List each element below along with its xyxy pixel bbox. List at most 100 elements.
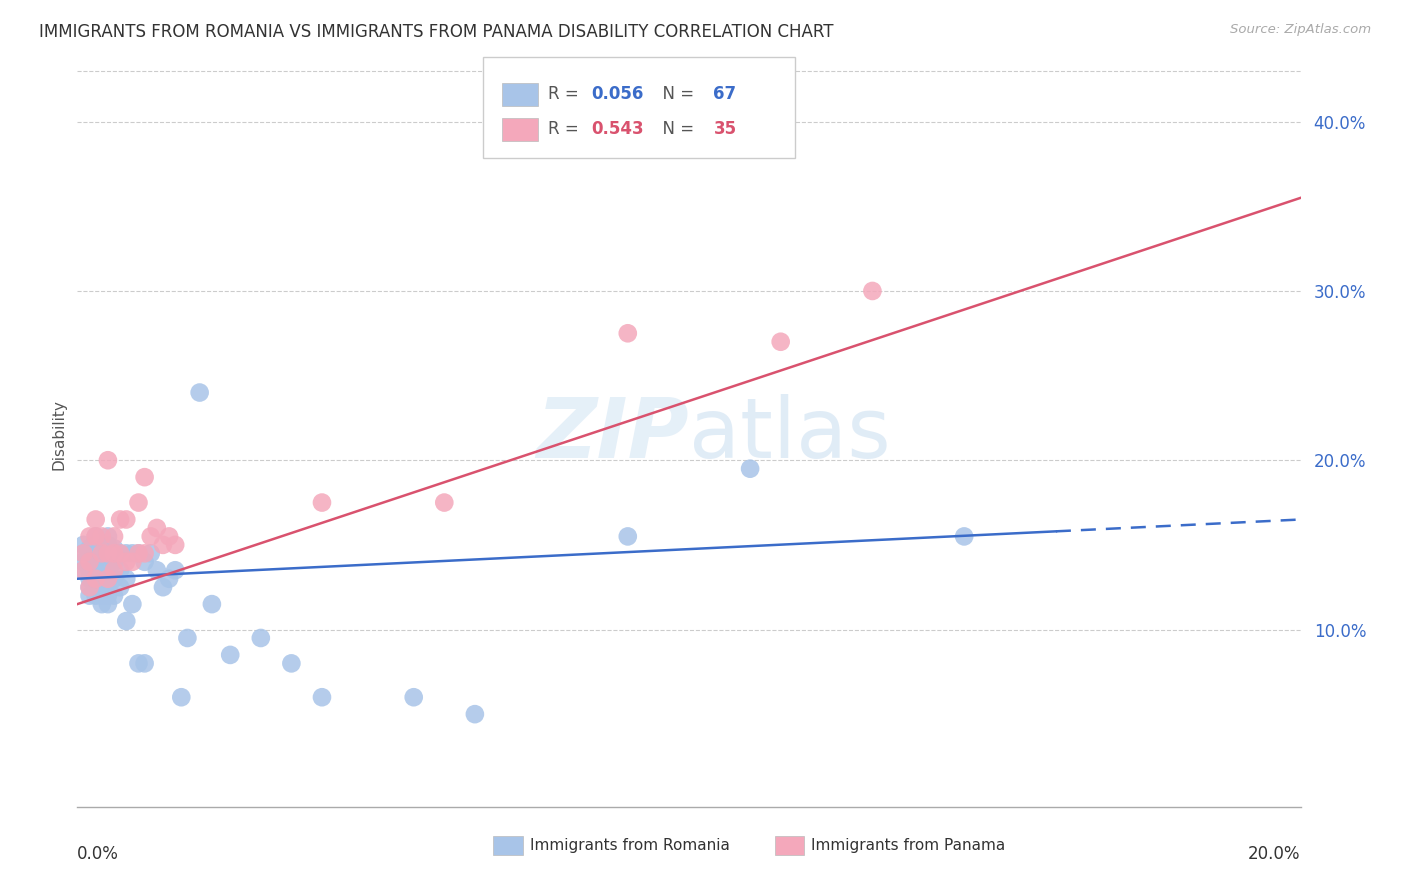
- Point: [139, 546, 162, 560]
- Text: R =: R =: [548, 120, 585, 138]
- Point: [90, 538, 112, 552]
- FancyBboxPatch shape: [502, 83, 538, 106]
- Point: [115, 512, 138, 526]
- Point: [79, 541, 101, 556]
- Point: [127, 495, 149, 509]
- Point: [72, 546, 94, 560]
- FancyBboxPatch shape: [502, 118, 538, 142]
- Point: [108, 546, 131, 560]
- Text: 0.056: 0.056: [591, 86, 644, 103]
- Point: [79, 529, 101, 543]
- Point: [72, 546, 94, 560]
- Point: [127, 546, 149, 560]
- Text: 0.0%: 0.0%: [77, 845, 120, 863]
- Point: [121, 546, 143, 560]
- Point: [617, 326, 640, 341]
- Point: [97, 572, 120, 586]
- Point: [127, 546, 149, 560]
- Point: [84, 529, 107, 543]
- Point: [108, 580, 131, 594]
- Point: [108, 546, 131, 560]
- Point: [433, 495, 456, 509]
- Point: [84, 580, 107, 594]
- Point: [115, 572, 138, 586]
- Point: [84, 538, 107, 552]
- Point: [90, 546, 112, 560]
- Point: [90, 529, 112, 543]
- Point: [146, 521, 169, 535]
- Point: [115, 614, 138, 628]
- Point: [176, 631, 198, 645]
- Point: [97, 597, 120, 611]
- Point: [79, 558, 101, 573]
- Point: [84, 563, 107, 577]
- Point: [79, 572, 101, 586]
- Point: [157, 572, 180, 586]
- Point: [103, 541, 125, 556]
- Text: 67: 67: [713, 86, 737, 103]
- Point: [97, 589, 120, 603]
- Point: [79, 555, 101, 569]
- Point: [108, 512, 131, 526]
- Point: [84, 572, 107, 586]
- Point: [402, 690, 425, 705]
- Point: [103, 589, 125, 603]
- Point: [134, 546, 156, 560]
- Point: [97, 453, 120, 467]
- Point: [617, 529, 640, 543]
- Point: [464, 707, 486, 722]
- Point: [79, 551, 101, 566]
- Point: [72, 538, 94, 552]
- Point: [97, 529, 120, 543]
- Point: [103, 555, 125, 569]
- Point: [165, 563, 187, 577]
- Point: [72, 563, 94, 577]
- Point: [84, 546, 107, 560]
- Point: [103, 546, 125, 560]
- Point: [79, 563, 101, 577]
- Text: N =: N =: [652, 120, 700, 138]
- Text: Immigrants from Panama: Immigrants from Panama: [811, 838, 1005, 853]
- Point: [103, 572, 125, 586]
- Point: [90, 572, 112, 586]
- Text: atlas: atlas: [689, 394, 890, 475]
- Point: [188, 385, 211, 400]
- Point: [953, 529, 976, 543]
- Point: [862, 284, 884, 298]
- Point: [84, 555, 107, 569]
- Point: [127, 657, 149, 671]
- Point: [84, 572, 107, 586]
- Point: [97, 558, 120, 573]
- Point: [311, 690, 333, 705]
- FancyBboxPatch shape: [494, 836, 523, 855]
- Point: [146, 563, 169, 577]
- Point: [219, 648, 242, 662]
- Text: Immigrants from Romania: Immigrants from Romania: [530, 838, 730, 853]
- Text: 0.543: 0.543: [591, 120, 644, 138]
- Text: IMMIGRANTS FROM ROMANIA VS IMMIGRANTS FROM PANAMA DISABILITY CORRELATION CHART: IMMIGRANTS FROM ROMANIA VS IMMIGRANTS FR…: [39, 23, 834, 41]
- Point: [97, 572, 120, 586]
- Point: [769, 334, 792, 349]
- Point: [90, 597, 112, 611]
- FancyBboxPatch shape: [484, 57, 796, 158]
- Point: [84, 529, 107, 543]
- Point: [72, 555, 94, 569]
- Point: [152, 538, 174, 552]
- Point: [97, 546, 120, 560]
- Point: [115, 555, 138, 569]
- Point: [121, 597, 143, 611]
- Point: [139, 529, 162, 543]
- Point: [280, 657, 302, 671]
- Point: [108, 563, 131, 577]
- Point: [97, 546, 120, 560]
- Point: [134, 555, 156, 569]
- Text: Source: ZipAtlas.com: Source: ZipAtlas.com: [1230, 23, 1371, 37]
- Point: [79, 580, 101, 594]
- Point: [134, 657, 156, 671]
- Point: [84, 589, 107, 603]
- Point: [134, 470, 156, 484]
- Point: [115, 546, 138, 560]
- Text: ZIP: ZIP: [536, 394, 689, 475]
- Point: [311, 495, 333, 509]
- Point: [157, 529, 180, 543]
